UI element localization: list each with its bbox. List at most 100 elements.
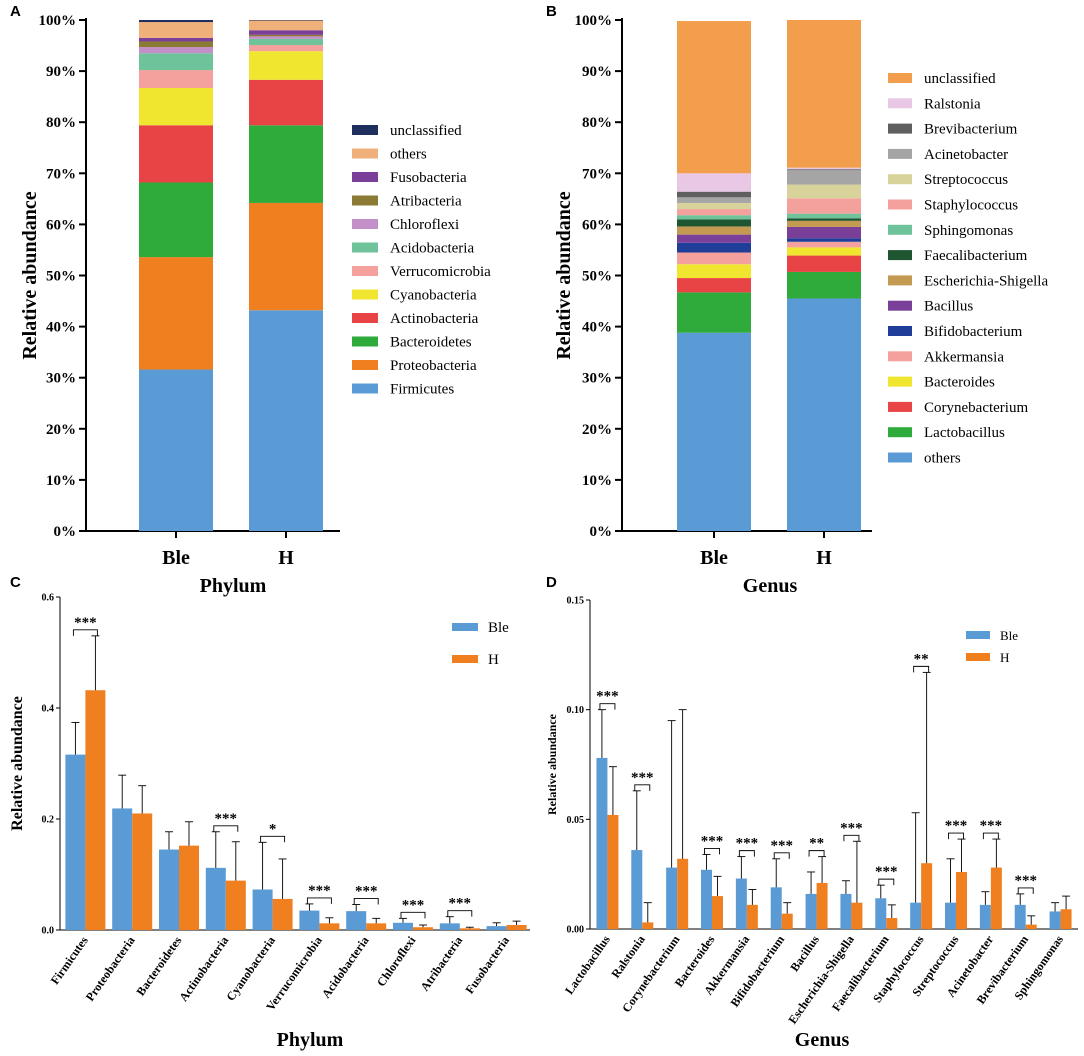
x-tick-label: Cyanobacteria <box>223 934 278 1004</box>
legend-swatch <box>966 631 990 639</box>
bar <box>910 902 922 929</box>
y-tick-label: 0.6 <box>42 593 55 604</box>
bar-segment <box>139 125 213 183</box>
y-tick-label: 80% <box>46 115 76 131</box>
bar-segment <box>787 20 861 168</box>
bar-segment <box>677 21 751 174</box>
legend-swatch <box>888 275 912 286</box>
bar-segment <box>787 198 861 214</box>
significance-mark: *** <box>840 820 863 836</box>
bar <box>112 808 133 930</box>
y-tick-label: 90% <box>46 64 76 80</box>
legend-swatch <box>888 199 912 210</box>
legend-swatch <box>352 266 378 276</box>
significance-mark: *** <box>980 818 1003 834</box>
legend-swatch <box>352 313 378 323</box>
legend-label: Acidobacteria <box>390 241 474 257</box>
legend-swatch <box>452 655 478 663</box>
legend-label: Bacteroides <box>924 375 995 391</box>
bar <box>366 923 387 930</box>
legend-swatch <box>352 383 378 394</box>
bar <box>816 882 828 929</box>
significance-bracket <box>599 703 616 710</box>
legend-swatch <box>888 98 912 109</box>
legend-swatch <box>888 224 912 235</box>
bar-segment <box>249 79 323 126</box>
y-tick-label: 50% <box>582 269 612 285</box>
y-tick-label: 0.05 <box>567 815 585 826</box>
legend-swatch <box>888 326 912 336</box>
significance-bracket <box>260 835 286 843</box>
legend-label: Streptococcus <box>924 172 1008 188</box>
legend-label: Lactobacillus <box>924 425 1005 441</box>
x-tick-label: Bacillus <box>787 932 822 974</box>
x-tick-label: Bacteroidetes <box>133 933 184 998</box>
legend-swatch <box>888 376 912 387</box>
legend-label: Corynebacterium <box>924 400 1028 416</box>
y-tick-label: 80% <box>582 115 612 131</box>
bar-segment <box>787 170 861 185</box>
legend-label: Actinobacteria <box>390 311 479 327</box>
legend-swatch <box>888 427 912 438</box>
x-tick-label: Lactobacillus <box>562 932 613 997</box>
bar-segment <box>139 87 213 126</box>
panel-b-chart: 0% 10% 20% 30% 40% 50% 60% 70% 80% 90% 100% Ble H Gen… <box>553 13 1048 597</box>
bar <box>346 911 367 930</box>
bar <box>886 918 898 929</box>
legend-swatch <box>452 623 478 631</box>
y-tick-label: 40% <box>582 320 612 336</box>
bar-segment <box>139 182 213 258</box>
bar <box>607 814 619 929</box>
bar-segment <box>677 292 751 333</box>
x-tick-label: Firmicutes <box>48 933 91 987</box>
bar <box>677 858 689 929</box>
x-tick-label: Escherichia-Shigella <box>785 933 857 1027</box>
panel-c-chart: 0.00.20.40.6***FirmicutesProteobacteriaB… <box>9 593 530 1051</box>
y-tick-label: 10% <box>582 473 612 489</box>
significance-mark: *** <box>736 836 759 852</box>
y-tick-label: 0% <box>54 524 77 540</box>
y-tick-label: 0.2 <box>42 815 55 826</box>
legend-label: Staphylococcus <box>924 198 1018 214</box>
bar <box>840 893 852 929</box>
bar-segment <box>787 167 861 170</box>
bar <box>486 926 507 930</box>
x-tick-label: Ble <box>700 547 728 569</box>
significance-bracket <box>773 852 790 859</box>
bar-segment <box>787 241 861 248</box>
legend-label: unclassified <box>924 71 996 87</box>
significance-mark: *** <box>215 811 238 827</box>
legend-swatch <box>966 653 990 661</box>
bar <box>205 867 226 930</box>
bar <box>299 910 320 930</box>
y-tick-label: 30% <box>46 371 76 387</box>
y-tick-label: 0.4 <box>42 704 55 715</box>
legend-swatch <box>352 172 378 182</box>
bar-segment <box>249 36 323 39</box>
bar <box>272 898 293 930</box>
bar-segment <box>249 20 323 31</box>
panel-d-chart: 0.000.050.100.15***Lactobacillus***Ralst… <box>545 596 1078 1051</box>
panel-label-a: A <box>10 3 21 20</box>
bar-segment <box>677 219 751 227</box>
legend-label: Sphingomonas <box>924 223 1013 239</box>
x-tick-label: H <box>278 547 294 569</box>
bar <box>631 850 643 929</box>
legend-swatch <box>888 300 912 311</box>
legend-swatch <box>352 360 378 370</box>
bar <box>979 904 991 929</box>
legend-swatch <box>888 174 912 185</box>
bar <box>252 889 273 930</box>
y-tick-label: 100% <box>575 13 613 29</box>
y-axis-title: Relative abundance <box>545 713 559 815</box>
bar <box>225 880 246 930</box>
bar <box>439 923 460 930</box>
legend-label: Bacillus <box>924 299 973 315</box>
bar-segment <box>787 271 861 299</box>
significance-bracket <box>982 832 999 840</box>
significance-mark: ** <box>809 836 824 852</box>
bar <box>179 845 199 930</box>
bar-segment <box>249 310 323 531</box>
legend-label: Faecalibacterium <box>924 248 1028 264</box>
significance-bracket <box>704 847 720 855</box>
